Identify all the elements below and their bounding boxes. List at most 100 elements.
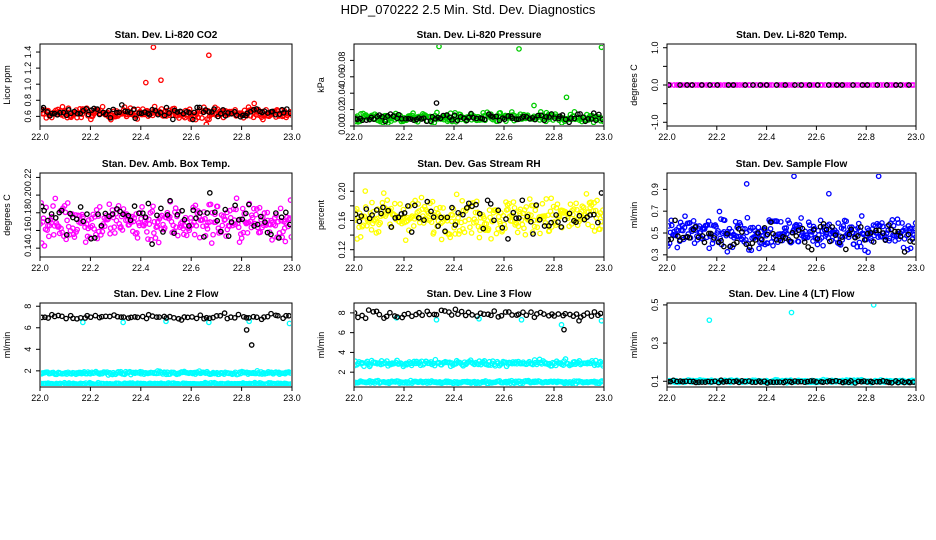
data-point-black (405, 310, 412, 317)
data-point-magenta (105, 216, 112, 222)
data-point-green (382, 112, 388, 119)
y-tick-label: 0.20 (337, 182, 347, 200)
data-point-black (892, 228, 898, 235)
outlier-point-red (150, 45, 157, 51)
data-point-black (793, 233, 800, 239)
plot-frame (39, 172, 293, 258)
outlier-point-red (142, 79, 149, 86)
data-point-yellow (523, 204, 530, 210)
data-point-black (491, 308, 498, 314)
data-point-black (842, 246, 849, 253)
data-point-black (848, 378, 854, 384)
data-point-black (777, 237, 784, 244)
data-point-black (714, 82, 721, 88)
data-point-yellow (485, 226, 492, 232)
data-point-magenta (207, 201, 214, 208)
data-point-magenta (191, 231, 198, 238)
x-tick-label: 22.4 (758, 263, 776, 273)
data-point-black (755, 230, 761, 236)
data-point-black (677, 378, 684, 384)
data-point-yellow (446, 231, 453, 238)
data-point-black (373, 308, 380, 315)
data-point-black (253, 106, 260, 112)
data-point-yellow (355, 206, 360, 212)
data-point-black (861, 237, 868, 243)
data-point-black (253, 314, 260, 321)
data-point-black (85, 111, 92, 118)
data-point-black (74, 110, 81, 117)
data-point-black (183, 108, 190, 115)
data-point-black (705, 378, 711, 385)
data-point-yellow (384, 197, 391, 203)
data-point-black (132, 314, 138, 320)
data-point-yellow (423, 216, 430, 223)
data-point-black (474, 313, 480, 319)
plot-frame (353, 172, 605, 258)
outlier-point-green (516, 46, 522, 52)
x-tick-label: 22.0 (345, 132, 363, 142)
data-point-black (536, 216, 543, 223)
y-tick-label: 0.14 (23, 239, 33, 257)
data-point-yellow (548, 195, 555, 202)
y-tick-label: 8 (337, 310, 347, 315)
data-point-magenta (682, 82, 689, 88)
data-point-magenta (64, 200, 71, 206)
chart-title: Stan. Dev. Li-820 Temp. (736, 30, 847, 41)
data-point-black (799, 225, 806, 232)
data-point-magenta (880, 82, 887, 88)
x-tick-label: 22.8 (857, 132, 875, 142)
data-point-blue (715, 228, 721, 234)
x-tick-label: 22.2 (395, 263, 413, 273)
chart-title: Stan. Dev. Li-820 Pressure (417, 30, 542, 41)
data-point-black (57, 109, 63, 116)
data-point-black (596, 111, 602, 118)
data-point-black (593, 117, 599, 124)
data-point-black (80, 218, 87, 225)
data-point-black (826, 378, 833, 384)
data-point-magenta (238, 235, 245, 241)
x-tick-label: 22.8 (857, 393, 875, 403)
data-point-black (825, 82, 832, 88)
data-point-black (191, 109, 198, 116)
data-point-magenta (200, 223, 206, 230)
data-point-blue (733, 233, 740, 240)
data-point-blue (911, 225, 915, 232)
data-point-blue (746, 247, 752, 253)
data-point-black (132, 115, 139, 122)
data-point-black (553, 212, 559, 218)
plot-frame (353, 302, 605, 388)
data-point-red (245, 104, 252, 110)
data-point-yellow (379, 199, 386, 206)
data-point-black (460, 211, 466, 218)
data-point-yellow (468, 230, 475, 236)
data-point-black (707, 82, 713, 88)
x-tick-label: 22.8 (233, 393, 251, 403)
data-point-black (876, 227, 882, 234)
data-point-black (810, 226, 817, 233)
outlier-point-cyan-upper (433, 316, 440, 323)
data-point-black (287, 221, 291, 228)
data-point-magenta (130, 218, 137, 225)
data-point-black (590, 110, 597, 116)
data-point-black (752, 379, 759, 386)
data-point-black (696, 379, 702, 386)
data-point-black (385, 207, 392, 214)
x-tick-label: 22.6 (495, 263, 513, 273)
data-point-black (231, 314, 238, 321)
data-point-black (421, 217, 427, 223)
data-point-black (801, 379, 808, 386)
data-point-black (118, 102, 125, 108)
data-point-magenta (846, 82, 853, 88)
data-point-black (419, 312, 426, 319)
data-point-blue (911, 232, 915, 238)
data-point-black (217, 312, 224, 319)
data-point-black (149, 106, 156, 113)
data-point-magenta (272, 222, 279, 229)
data-point-black (874, 82, 881, 88)
y-tick-label: 0.22 (23, 169, 33, 187)
y-tick-label: 0.8 (23, 94, 33, 107)
data-point-black (764, 231, 771, 238)
data-point-yellow (362, 188, 369, 194)
data-point-black (67, 210, 73, 217)
data-point-black (160, 229, 166, 235)
